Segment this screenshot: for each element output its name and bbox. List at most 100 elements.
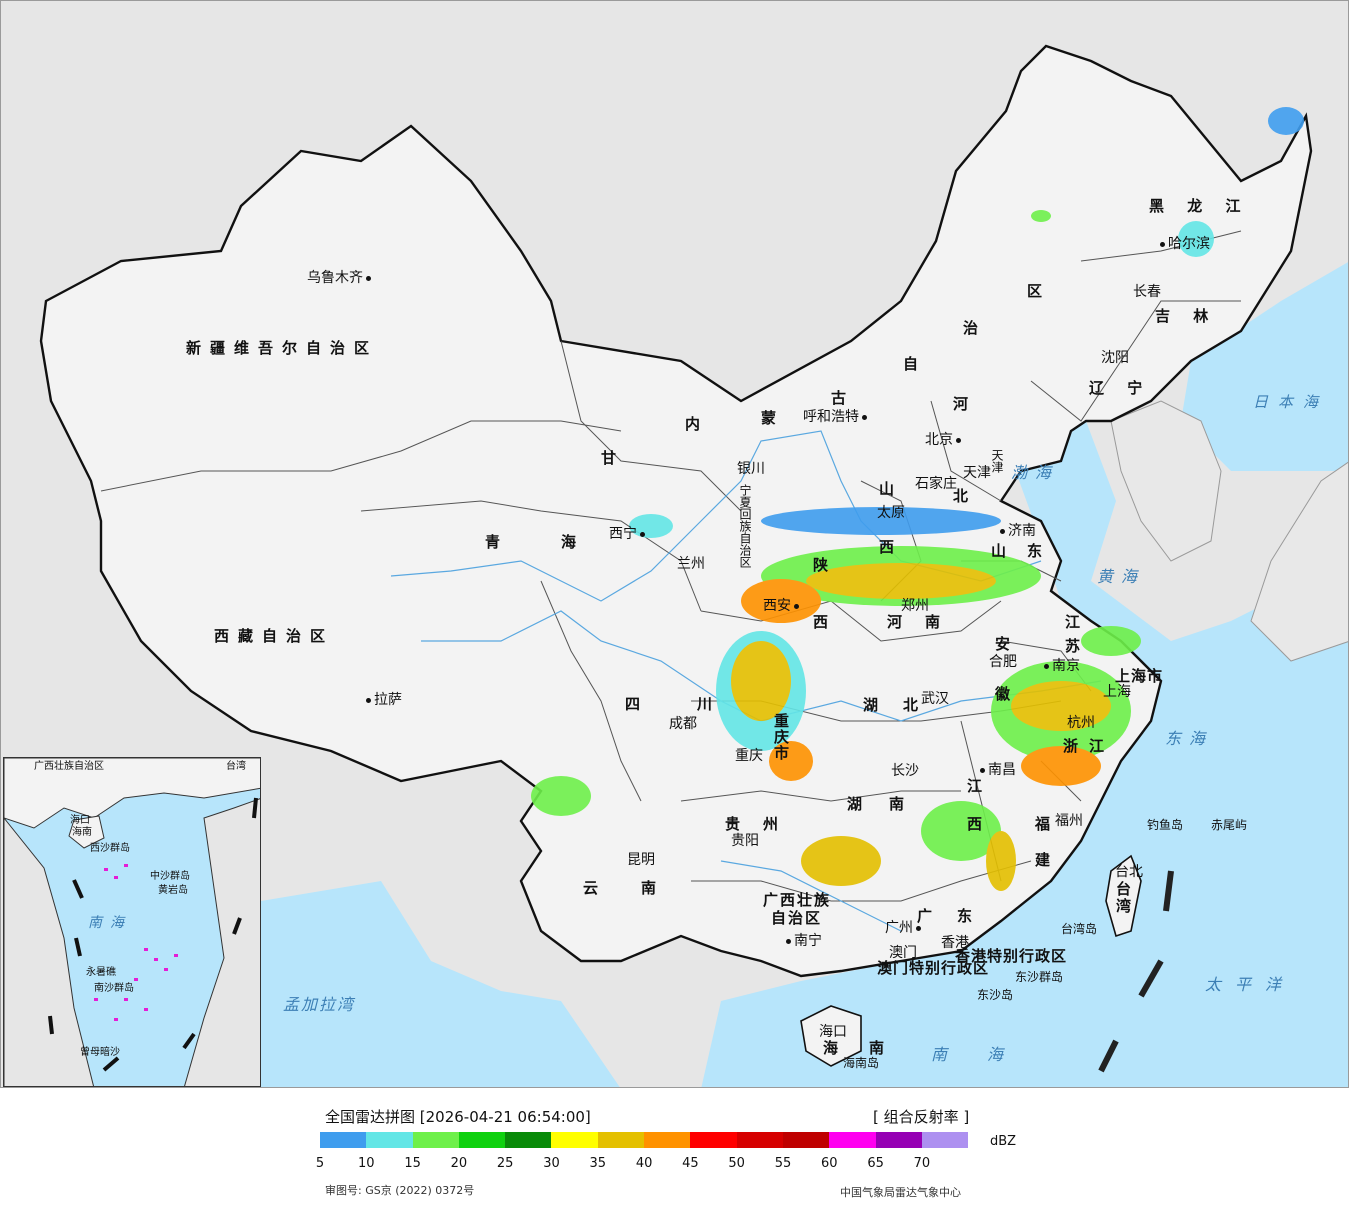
taiwan-land [1105,854,1142,938]
label-hunan-1: 湖 [847,795,872,813]
label-yunnan-2: 南 [641,879,666,897]
boundary-dashes [1098,870,1174,1073]
colorbar-swatch [782,1132,830,1148]
colorbar-tick-label: 55 [774,1156,792,1171]
bengal-area [261,881,620,1087]
legend-unit: dBZ [990,1134,1017,1149]
label-neimenggu-1: 内 [685,415,710,433]
label-guizhou-2: 州 [763,815,788,833]
label-hebei-1: 河 [953,395,978,413]
label-neimenggu-6: 区 [1027,282,1052,300]
colorbar-tick-label: 20 [450,1156,468,1171]
label-guangxi-2: 自治区 [771,909,823,927]
label-anhui-2: 徽 [995,685,1020,703]
colorbar-tick-label: 70 [913,1156,931,1171]
city-kunming: 昆明 [627,852,655,868]
colorbar-swatch [597,1132,645,1148]
sea-south: 南海 [931,1045,1044,1064]
city-lanzhou: 兰州 [677,556,705,572]
label-xizang: 西藏自治区 [214,627,335,645]
label-guangxi-1: 广西壮族 [763,891,832,909]
source-label: 中国气象局雷达气象中心 [840,1186,961,1199]
label-jiangxi-1: 江 [967,777,992,795]
colorbar-swatch [505,1132,552,1148]
japan-land [1250,461,1348,662]
city-taiyuan: 太原 [877,505,905,521]
label-guangdong-1: 广 [917,907,942,925]
colorbar-swatch [921,1132,969,1148]
radar-echoes [531,107,1304,891]
inset-canvas [4,758,260,1086]
city-wuhan: 武汉 [921,691,949,707]
island-taiwan: 台湾岛 [1061,922,1098,936]
city-aomen: 澳门 [889,945,917,961]
label-qinghai-1: 青 [485,533,510,551]
label-shandong-1: 山 [991,542,1016,560]
city-zhengzhou: 郑州 [901,598,929,614]
city-dot [794,603,799,609]
label-guizhou-1: 贵 [725,815,750,833]
colorbar-tick-label: 35 [589,1156,607,1171]
label-hainan-2: 南 [869,1039,894,1057]
label-neimenggu-4: 自 [903,355,928,373]
east-sea-area [701,421,1348,1087]
korea-land [1110,400,1222,562]
label-neimenggu-2: 蒙 [761,409,786,427]
label-anhui-1: 安 [995,635,1020,653]
sea-bengal: 孟加拉湾 [283,995,356,1014]
label-fujian-2: 建 [1035,851,1060,869]
island-hainan: 海南岛 [843,1056,880,1070]
colorbar-tick-label: 30 [543,1156,560,1171]
city-changsha: 长沙 [891,763,919,779]
label-hubei-2: 北 [903,696,928,714]
city-tianjin: 天津 [963,465,991,481]
label-shandong-2: 东 [1027,542,1052,560]
inset-xisha: 西沙群岛 [90,843,130,854]
map-canvas [39,44,1348,1087]
label-jilin: 吉 林 [1155,307,1218,325]
sea-bohai: 渤海 [1011,463,1060,482]
colorbar-swatch [829,1132,876,1148]
colorbar-tick-label: 15 [404,1156,421,1171]
label-neimenggu-5: 治 [963,319,988,337]
colorbar-tick-label: 40 [635,1156,653,1171]
city-jinan: 济南 [997,524,1036,538]
sea-japan: 日本海 [1253,393,1329,411]
label-zhejiang-1: 浙 [1063,737,1088,755]
city-hefei: 合肥 [989,654,1017,670]
city-dot [366,275,371,281]
colorbar-tick-label: 65 [867,1156,884,1171]
city-shijiazhuang: 石家庄 [915,476,957,492]
colorbar-swatch [875,1132,922,1148]
inset-haikou: 海口 [70,815,90,826]
city-shenyang: 沈阳 [1101,350,1129,366]
label-jiangxi-2: 西 [967,815,992,833]
inset-huangyan: 黄岩岛 [158,885,188,896]
inset-south-sea: 南海 [88,915,132,931]
label-chongqing: 重庆市 [772,713,790,761]
city-hangzhou: 杭州 [1067,715,1095,731]
legend-title: 全国雷达拼图 [2026-04-21 06:54:00] [325,1108,591,1126]
city-nanjing: 南京 [1041,659,1080,673]
sea-yellow: 黄海 [1097,567,1146,586]
inset-zhongsha: 中沙群岛 [150,871,190,882]
label-gansu: 甘 [601,449,626,467]
china-outline [39,44,1313,978]
city-xianggang: 香港 [941,935,969,951]
city-dot [786,938,791,944]
inset-yongshu: 永暑礁 [86,967,116,978]
city-dot [640,531,645,537]
colorbar-tick-label: 60 [821,1156,838,1171]
colorbar-tick-label: 50 [728,1156,745,1171]
city-nanning: 南宁 [783,934,822,948]
city-harbin: 哈尔滨 [1157,237,1210,251]
city-beijing: 北京 [925,433,964,447]
label-liaoning: 辽 宁 [1089,379,1152,397]
label-shanxi-2: 西 [879,538,904,556]
inset-guangxi: 广西壮族自治区 [34,761,104,772]
city-taibei: 台北 [1115,864,1143,880]
colorbar-swatch [412,1132,459,1148]
city-nanchang: 南昌 [977,763,1016,777]
label-tianjin-region: 天津 [990,449,1004,473]
inset-zengmu: 曾母暗沙 [80,1047,120,1058]
